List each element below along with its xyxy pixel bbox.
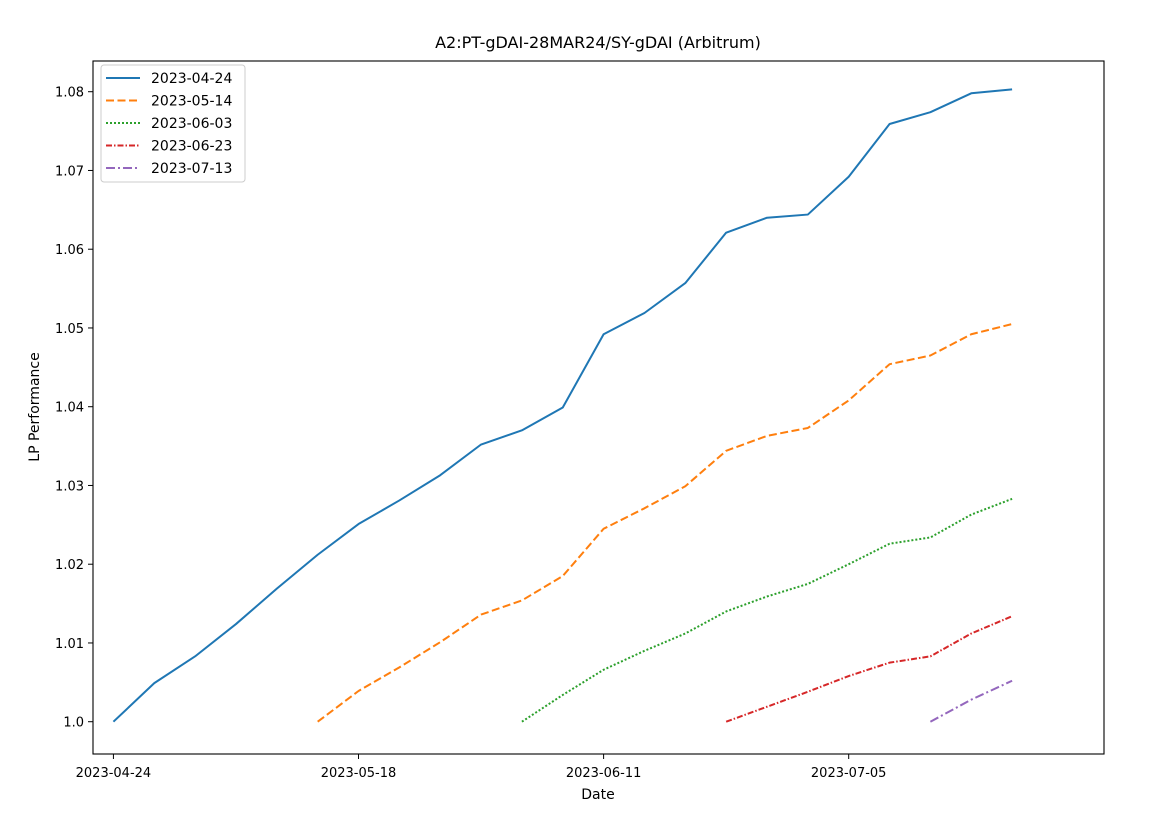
y-tick-label: 1.02 [55, 558, 84, 573]
y-tick-label: 1.04 [55, 401, 84, 416]
legend-label: 2023-04-24 [151, 71, 232, 87]
legend-label: 2023-06-03 [151, 116, 232, 132]
x-axis-label: Date [581, 787, 614, 803]
y-tick-label: 1.08 [55, 86, 84, 101]
y-tick-label: 1.06 [55, 243, 84, 258]
chart-title: A2:PT-gDAI-28MAR24/SY-gDAI (Arbitrum) [435, 33, 761, 52]
series-line-2023-06-03 [521, 497, 1013, 723]
legend-label: 2023-07-13 [151, 161, 232, 177]
legend: 2023-04-24 2023-05-14 2023-06-03 2023-06-23… [100, 64, 246, 183]
y-tick-label: 1.03 [55, 479, 84, 494]
series-line-2023-06-23 [725, 615, 1013, 723]
series-lines [112, 88, 1013, 723]
plot-frame [92, 60, 1105, 755]
y-tick-label: 1.0 [63, 716, 84, 731]
x-tick-label: 2023-07-05 [811, 766, 887, 781]
y-axis-label: LP Performance [27, 352, 43, 461]
y-tick-label: 1.05 [55, 322, 84, 337]
y-tick-label: 1.07 [55, 164, 84, 179]
y-tick-label: 1.01 [55, 637, 84, 652]
x-tick-label: 2023-06-11 [566, 766, 642, 781]
plot-background [93, 61, 1104, 754]
legend-box [100, 64, 246, 183]
x-tick-label: 2023-04-24 [76, 766, 152, 781]
series-line-2023-07-13 [929, 679, 1013, 723]
x-axis: 2023-04-24 2023-05-18 2023-06-11 2023-07-05 [76, 754, 887, 781]
y-axis: 1.0 1.01 1.02 1.03 1.04 1.05 1.06 1.07 1.08 [55, 86, 93, 731]
series-line-2023-04-24 [112, 88, 1013, 723]
x-tick-label: 2023-05-18 [321, 766, 397, 781]
legend-label: 2023-06-23 [151, 139, 232, 155]
series-line-2023-05-14 [317, 323, 1013, 723]
legend-label: 2023-05-14 [151, 94, 232, 110]
